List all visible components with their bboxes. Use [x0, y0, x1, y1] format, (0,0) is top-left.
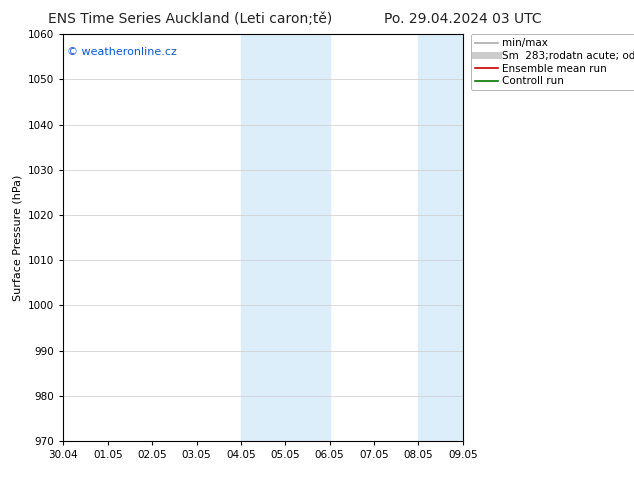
Text: © weatheronline.cz: © weatheronline.cz — [67, 47, 178, 56]
Y-axis label: Surface Pressure (hPa): Surface Pressure (hPa) — [13, 174, 23, 301]
Legend: min/max, Sm  283;rodatn acute; odchylka, Ensemble mean run, Controll run: min/max, Sm 283;rodatn acute; odchylka, … — [471, 34, 634, 91]
Text: ENS Time Series Auckland (Leti caron;tě): ENS Time Series Auckland (Leti caron;tě) — [48, 12, 332, 26]
Text: Po. 29.04.2024 03 UTC: Po. 29.04.2024 03 UTC — [384, 12, 541, 26]
Bar — [241, 34, 330, 441]
Bar — [418, 34, 463, 441]
